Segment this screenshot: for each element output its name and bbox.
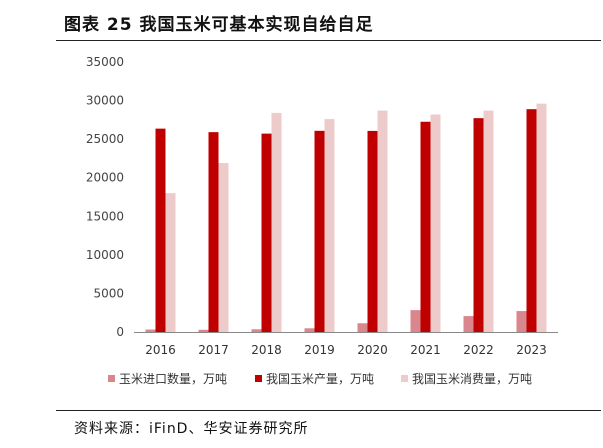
x-tick-label: 2020 [357,343,388,357]
bar-3-2023 [536,103,547,333]
x-tick-label: 2022 [463,343,494,357]
bar-2-2017 [208,132,219,332]
y-tick-label: 10000 [86,248,124,262]
bar-3-2019 [324,119,335,332]
x-tick-label: 2021 [410,343,441,357]
legend-label: 我国玉米消费量，万吨 [412,372,532,386]
y-tick-label: 35000 [86,55,124,69]
legend-label: 玉米进口数量，万吨 [119,371,227,386]
y-tick-label: 30000 [86,94,124,108]
chart-axes: 0 5000 10000 15000 20000 25000 30000 35000 2016 2… [86,55,558,357]
bar-1-2019 [304,328,315,332]
x-tick-label: 2023 [516,343,547,357]
bar-2-2019 [314,130,325,332]
title-divider [56,40,601,41]
bar-1-2020 [357,323,368,332]
bar-1-2017 [198,329,209,332]
legend-swatch [108,375,115,382]
legend-swatch [401,375,408,382]
y-tick-label: 25000 [86,132,124,146]
x-tick-label: 2017 [198,343,229,357]
bar-1-2022 [463,316,474,332]
bar-2-2023 [526,109,537,332]
bar-3-2022 [483,110,494,332]
bar-2-2016 [155,128,166,332]
bar-2-2022 [473,118,484,332]
y-tick-label: 20000 [86,171,124,185]
legend-label: 我国玉米产量，万吨 [266,372,374,386]
chart-legend: 玉米进口数量，万吨 我国玉米产量，万吨 我国玉米消费量，万吨 [108,371,532,386]
x-tick-label: 2019 [304,343,335,357]
bar-1-2023 [516,311,527,332]
bar-3-2021 [430,114,441,332]
bar-3-2018 [271,112,282,333]
bar-2-2020 [367,130,378,332]
bar-3-2020 [377,110,388,332]
source-note: 资料来源：iFinD、华安证券研究所 [74,421,309,437]
chart-title: 图表 25 我国玉米可基本实现自给自足 [64,15,374,35]
bar-1-2016 [145,329,156,332]
y-tick-label: 0 [116,325,124,339]
legend-swatch [255,375,262,382]
bar-2-2021 [420,121,431,332]
y-tick-label: 5000 [93,286,124,300]
bar-3-2016 [165,193,176,332]
bar-1-2018 [251,329,262,332]
chart-bars [145,103,547,333]
bar-3-2017 [218,163,229,332]
bar-1-2021 [410,310,421,332]
source-divider [56,410,601,411]
x-tick-label: 2018 [251,343,282,357]
bar-2-2018 [261,133,272,332]
y-tick-label: 15000 [86,209,124,223]
x-tick-label: 2016 [145,343,176,357]
